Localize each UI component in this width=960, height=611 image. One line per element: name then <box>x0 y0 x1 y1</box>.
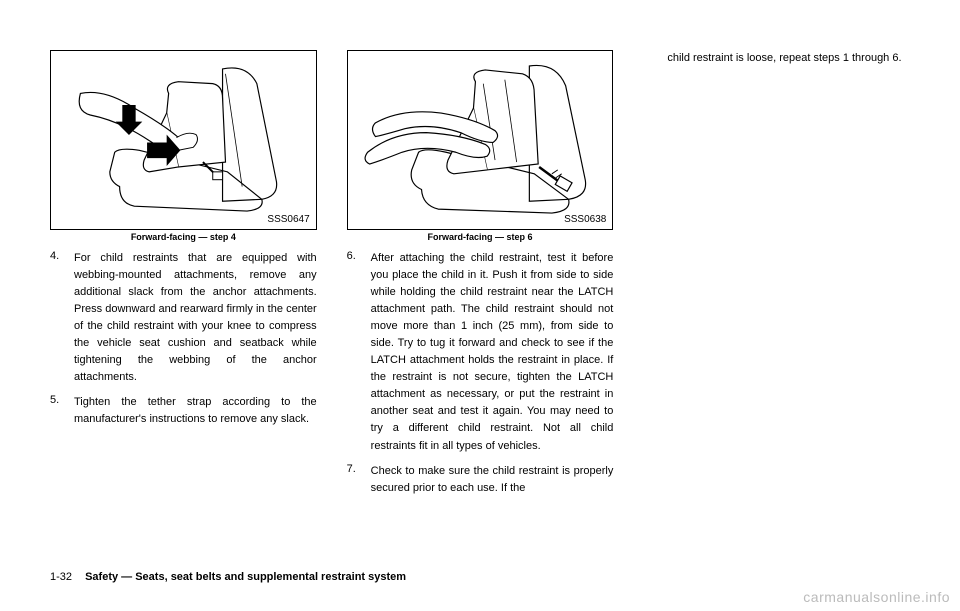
list-text: For child restraints that are equipped w… <box>74 250 317 386</box>
list-number: 6. <box>347 250 361 455</box>
list-item: 6. After attaching the child restraint, … <box>347 250 614 455</box>
column-3: child restraint is loose, repeat steps 1… <box>643 50 910 540</box>
continuation-text: child restraint is loose, repeat steps 1… <box>643 50 910 67</box>
list-item: 5. Tighten the tether strap according to… <box>50 394 317 428</box>
list-text: After attaching the child restraint, tes… <box>371 250 614 455</box>
figure-code-1: SSS0647 <box>267 214 309 225</box>
watermark: carmanualsonline.info <box>803 589 950 605</box>
list-number: 5. <box>50 394 64 428</box>
list-col1: 4. For child restraints that are equippe… <box>50 250 317 436</box>
page-footer: 1-32 Safety — Seats, seat belts and supp… <box>50 571 406 583</box>
list-text: Tighten the tether strap according to th… <box>74 394 317 428</box>
figure-code-2: SSS0638 <box>564 214 606 225</box>
figure-caption-2: Forward-facing — step 6 <box>347 232 614 242</box>
section-title: Safety — Seats, seat belts and supplemen… <box>85 571 406 583</box>
list-col2: 6. After attaching the child restraint, … <box>347 250 614 505</box>
column-1: SSS0647 Forward-facing — step 4 4. For c… <box>50 50 317 540</box>
list-item: 4. For child restraints that are equippe… <box>50 250 317 386</box>
illustration-step4 <box>51 51 316 229</box>
figure-caption-1: Forward-facing — step 4 <box>50 232 317 242</box>
list-text: Check to make sure the child restraint i… <box>371 463 614 497</box>
column-2: SSS0638 Forward-facing — step 6 6. After… <box>347 50 614 540</box>
list-item: 7. Check to make sure the child restrain… <box>347 463 614 497</box>
list-number: 7. <box>347 463 361 497</box>
figure-step6: SSS0638 <box>347 50 614 230</box>
page-number: 1-32 <box>50 571 72 583</box>
figure-step4: SSS0647 <box>50 50 317 230</box>
page-columns: SSS0647 Forward-facing — step 4 4. For c… <box>50 50 910 540</box>
list-number: 4. <box>50 250 64 386</box>
illustration-step6 <box>348 51 613 229</box>
